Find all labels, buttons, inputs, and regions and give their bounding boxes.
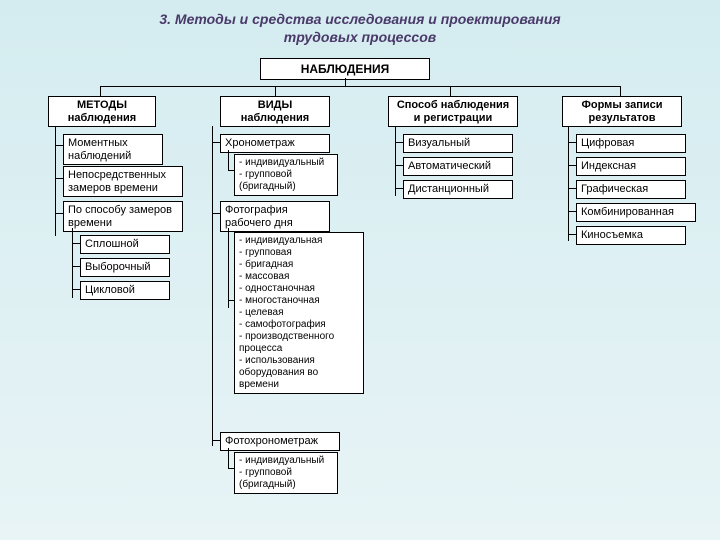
title-line1: 3. Методы и средства исследования и прое… xyxy=(159,11,560,27)
col4-l1: Формы записи xyxy=(582,99,663,111)
c2-n1-sub: - индивидуальный - групповой (бригадный) xyxy=(234,154,338,196)
connector xyxy=(212,440,220,441)
root-node: НАБЛЮДЕНИЯ xyxy=(260,58,430,80)
col3-l2: и регистрации xyxy=(414,112,493,124)
col1-l1: МЕТОДЫ xyxy=(77,99,127,111)
connector xyxy=(100,86,101,96)
connector xyxy=(72,289,80,290)
c1-n3: По способу замеров времени xyxy=(63,201,183,232)
connector xyxy=(212,126,213,446)
connector xyxy=(450,86,451,96)
c4-n4: Комбинированная xyxy=(576,203,696,222)
connector xyxy=(568,188,576,189)
connector xyxy=(212,213,220,214)
c3-n2: Автоматический xyxy=(403,157,513,176)
connector xyxy=(568,234,576,235)
connector xyxy=(55,213,63,214)
c4-n1: Цифровая xyxy=(576,134,686,153)
c1-s3: Цикловой xyxy=(80,281,170,300)
connector xyxy=(55,145,63,146)
connector xyxy=(395,188,403,189)
connector xyxy=(212,142,220,143)
connector xyxy=(568,126,569,241)
connector xyxy=(345,78,346,86)
c2-n2-sub: - индивидуальная - групповая - бригадная… xyxy=(234,232,364,394)
connector xyxy=(228,448,229,468)
connector xyxy=(100,86,620,87)
connector xyxy=(568,165,576,166)
c3-n1: Визуальный xyxy=(403,134,513,153)
connector xyxy=(55,178,63,179)
col2-l1: ВИДЫ xyxy=(258,99,292,111)
root-label: НАБЛЮДЕНИЯ xyxy=(301,62,390,76)
c1-n1: Моментных наблюдений xyxy=(63,134,163,165)
c2-n3-sub: - индивидуальный - групповой (бригадный) xyxy=(234,452,338,494)
col2-head: ВИДЫ наблюдения xyxy=(220,96,330,127)
col3-head: Способ наблюдения и регистрации xyxy=(388,96,518,127)
connector xyxy=(568,211,576,212)
col3-l1: Способ наблюдения xyxy=(397,99,509,111)
c2-n3: Фотохронометраж xyxy=(220,432,340,451)
c2-n2: Фотография рабочего дня xyxy=(220,201,330,232)
c2-n1: Хронометраж xyxy=(220,134,330,153)
connector xyxy=(275,86,276,96)
col1-head: МЕТОДЫ наблюдения xyxy=(48,96,156,127)
connector xyxy=(568,142,576,143)
c4-n3: Графическая xyxy=(576,180,686,199)
connector xyxy=(72,243,80,244)
connector xyxy=(228,228,229,308)
c1-n2: Непосредственных замеров времени xyxy=(63,166,183,197)
title-line2: трудовых процессов xyxy=(284,29,436,45)
connector xyxy=(395,126,396,196)
connector xyxy=(620,86,621,96)
connector xyxy=(395,165,403,166)
c1-s1: Сплошной xyxy=(80,235,170,254)
slide-title: 3. Методы и средства исследования и прое… xyxy=(0,0,720,46)
c4-n2: Индексная xyxy=(576,157,686,176)
col4-head: Формы записи результатов xyxy=(562,96,682,127)
col2-l2: наблюдения xyxy=(241,112,309,124)
connector xyxy=(55,126,56,236)
connector xyxy=(72,228,73,298)
col4-l2: результатов xyxy=(588,112,655,124)
connector xyxy=(72,266,80,267)
c1-s2: Выборочный xyxy=(80,258,170,277)
connector xyxy=(228,150,229,170)
c4-n5: Киносъемка xyxy=(576,226,686,245)
col1-l2: наблюдения xyxy=(68,112,136,124)
connector xyxy=(395,142,403,143)
c3-n3: Дистанционный xyxy=(403,180,513,199)
